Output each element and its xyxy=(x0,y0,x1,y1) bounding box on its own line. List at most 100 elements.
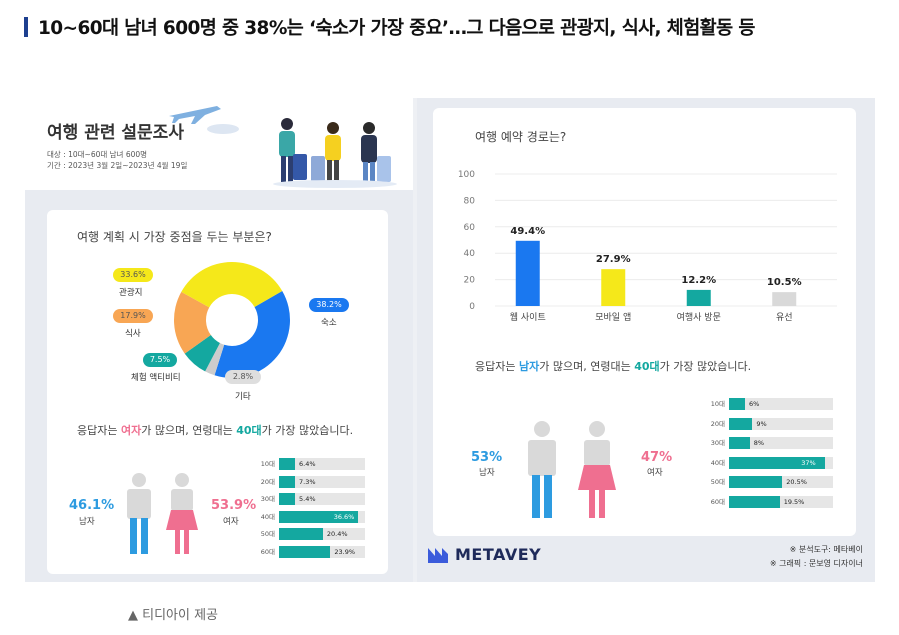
age-bar-track: 19.5% xyxy=(729,495,833,508)
pie-value-label-other: 2.8% xyxy=(225,370,261,384)
booking-bar-value-label: 49.4% xyxy=(510,226,545,237)
age-bar-track: 9% xyxy=(729,417,833,430)
age-bar-row: 30대 8% xyxy=(703,437,837,449)
age-category-label: 50대 xyxy=(260,530,275,538)
survey-header: 여행 관련 설문조사 대상 : 10대~60대 남녀 600명 기간 : 202… xyxy=(25,98,413,190)
pie-value-label-tourism: 33.6% xyxy=(113,268,153,282)
age-category-label: 10대 xyxy=(710,400,725,408)
age-bar-track: 7.3% xyxy=(279,475,365,488)
survey-period: 기간 : 2023년 3월 2일~2023년 4월 19일 xyxy=(47,161,188,170)
age-bar-fill xyxy=(279,493,295,505)
age-bar-row: 40대 36.6% xyxy=(253,510,369,523)
left-male-percent: 46.1% xyxy=(69,498,115,513)
age-bar-row: 50대 20.4% xyxy=(253,528,369,540)
left-male-label: 남자 xyxy=(79,517,95,527)
donut-chart xyxy=(174,262,290,378)
booking-card: 여행 예약 경로는? 0 20 40 60 80 100 49.4% 웹 사이트 27.9% 모바… xyxy=(433,108,856,536)
booking-category-label: 여행사 방문 xyxy=(677,311,721,323)
right-male-label: 남자 xyxy=(479,468,495,478)
pie-value-label-food: 17.9% xyxy=(113,309,153,323)
right-male-percent: 53% xyxy=(471,450,503,465)
age-bar-row: 10대 6.4% xyxy=(253,458,369,470)
age-bar-fill xyxy=(279,545,331,558)
age-bar-fill xyxy=(279,528,323,540)
pie-question: 여행 계획 시 가장 중점을 두는 부분은? xyxy=(77,230,272,244)
age-bar-fill xyxy=(729,398,745,410)
age-bar-value-label: 8% xyxy=(753,439,765,447)
booking-category-label: 웹 사이트 xyxy=(510,312,546,323)
pie-slice-other xyxy=(205,343,225,376)
age-bar-row: 60대 23.9% xyxy=(253,545,369,558)
booking-category-label: 모바일 앱 xyxy=(595,311,631,323)
age-category-label: 30대 xyxy=(260,495,275,503)
age-bar-fill xyxy=(729,437,750,449)
y-tick-label: 100 xyxy=(458,170,475,180)
y-tick-label: 80 xyxy=(464,196,476,206)
right-female-percent: 47% xyxy=(641,450,673,465)
age-category-label: 40대 xyxy=(260,512,275,521)
age-category-label: 30대 xyxy=(710,439,725,447)
age-bar-track: 20.5% xyxy=(729,476,833,488)
age-bar-value-label: 5.4% xyxy=(299,495,316,503)
credit-graphic: ※ 그래픽 : 문보영 디자이너 xyxy=(769,559,863,568)
age-bar-fill xyxy=(279,510,358,523)
left-female-label: 여자 xyxy=(223,517,239,527)
age-bar-row: 30대 5.4% xyxy=(253,493,369,505)
pie-card: 여행 계획 시 가장 중점을 두는 부분은? 33.6% 관광지 17.9% 식… xyxy=(47,210,388,574)
age-bar-fill xyxy=(729,495,780,508)
age-bar-value-label: 37% xyxy=(801,458,816,467)
y-tick-label: 20 xyxy=(464,276,476,286)
pie-value-label-activity: 7.5% xyxy=(143,353,177,367)
survey-meta: 대상 : 10대~60대 남녀 600명 기간 : 2023년 3월 2일~20… xyxy=(47,149,187,171)
age-category-label: 50대 xyxy=(710,478,725,486)
cloud-icon xyxy=(207,124,239,134)
pie-label-tourism: 관광지 xyxy=(119,288,143,298)
booking-bar xyxy=(601,269,626,306)
pie-label-lodging: 숙소 xyxy=(321,318,337,328)
right-demographics-caption: 응답자는 남자가 많으며, 연령대는 40대가 가장 많았습니다. xyxy=(475,360,752,373)
age-bar-value-label: 19.5% xyxy=(783,497,805,506)
age-bar-track: 6.4% xyxy=(279,458,365,470)
age-bar-fill xyxy=(729,476,783,488)
left-panel: 여행 관련 설문조사 대상 : 10대~60대 남녀 600명 기간 : 202… xyxy=(25,98,413,582)
image-source-caption: ▲ 티디아이 제공 xyxy=(128,608,219,623)
booking-question: 여행 예약 경로는? xyxy=(475,130,567,144)
age-bar-row: 10대 6% xyxy=(703,398,837,410)
travelers-illustration-icon xyxy=(273,118,397,188)
age-bar-value-label: 6% xyxy=(749,400,760,408)
right-age-bar-chart: 10대 6% 20대 9% 30대 8% 40대 37% 50대 20.5% 60대 19.5% xyxy=(703,398,853,518)
pie-label-activity: 체험 액티비티 xyxy=(131,373,181,383)
survey-title: 여행 관련 설문조사 xyxy=(47,123,184,143)
age-bar-fill xyxy=(729,417,753,430)
age-bar-value-label: 36.6% xyxy=(333,512,355,521)
booking-bar xyxy=(772,292,797,306)
age-bar-fill xyxy=(279,475,295,488)
age-category-label: 10대 xyxy=(260,460,275,468)
age-category-label: 20대 xyxy=(260,477,275,486)
age-bar-row: 20대 7.3% xyxy=(253,475,369,488)
age-bar-value-label: 9% xyxy=(756,419,767,428)
pie-slice-tourism xyxy=(181,262,283,308)
age-bar-track: 23.9% xyxy=(279,545,365,558)
age-bar-value-label: 23.9% xyxy=(334,547,356,556)
booking-bar-value-label: 12.2% xyxy=(681,275,716,286)
age-category-label: 60대 xyxy=(260,547,275,556)
left-male-figure-icon xyxy=(127,473,151,554)
pie-value-label-lodging: 38.2% xyxy=(309,298,349,312)
age-bar-value-label: 20.4% xyxy=(326,530,348,538)
y-tick-label: 40 xyxy=(464,249,476,259)
age-category-label: 40대 xyxy=(710,458,725,467)
headline-accent-bar xyxy=(24,17,28,37)
booking-bar-value-label: 10.5% xyxy=(767,277,802,288)
age-bar-track: 20.4% xyxy=(279,528,365,540)
right-female-figure-icon xyxy=(578,421,616,518)
infographic: 여행 관련 설문조사 대상 : 10대~60대 남녀 600명 기간 : 202… xyxy=(25,98,875,582)
age-bar-value-label: 6.4% xyxy=(299,460,316,468)
metavey-logo-text: METAVEY xyxy=(455,545,542,564)
age-bar-value-label: 7.3% xyxy=(299,477,316,486)
age-bar-track: 5.4% xyxy=(279,493,365,505)
pie-slice-activity xyxy=(184,335,220,372)
headline-text: 10~60대 남녀 600명 중 38%는 ‘숙소가 가장 중요’…그 다음으로… xyxy=(38,18,755,39)
right-female-label: 여자 xyxy=(647,468,663,478)
y-tick-label: 60 xyxy=(464,223,476,233)
